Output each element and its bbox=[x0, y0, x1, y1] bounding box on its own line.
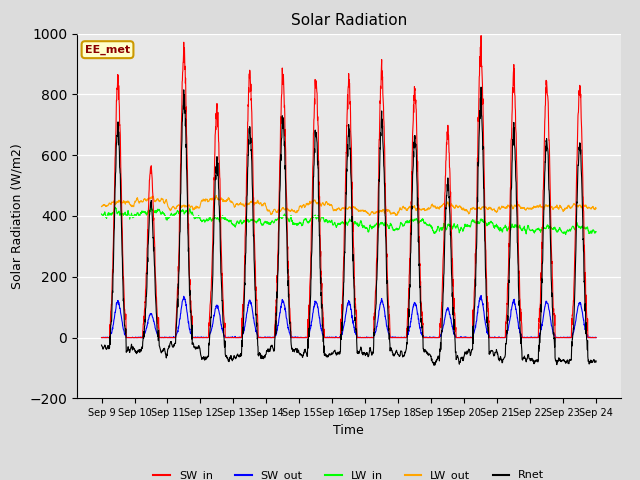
Y-axis label: Solar Radiation (W/m2): Solar Radiation (W/m2) bbox=[11, 143, 24, 289]
X-axis label: Time: Time bbox=[333, 424, 364, 437]
Line: Rnet: Rnet bbox=[102, 87, 596, 365]
Text: EE_met: EE_met bbox=[85, 45, 130, 55]
Legend: SW_in, SW_out, LW_in, LW_out, Rnet: SW_in, SW_out, LW_in, LW_out, Rnet bbox=[149, 466, 548, 480]
Line: SW_in: SW_in bbox=[102, 36, 596, 337]
Line: LW_in: LW_in bbox=[102, 207, 596, 235]
Line: LW_out: LW_out bbox=[102, 195, 596, 216]
Line: SW_out: SW_out bbox=[102, 296, 596, 337]
Title: Solar Radiation: Solar Radiation bbox=[291, 13, 407, 28]
